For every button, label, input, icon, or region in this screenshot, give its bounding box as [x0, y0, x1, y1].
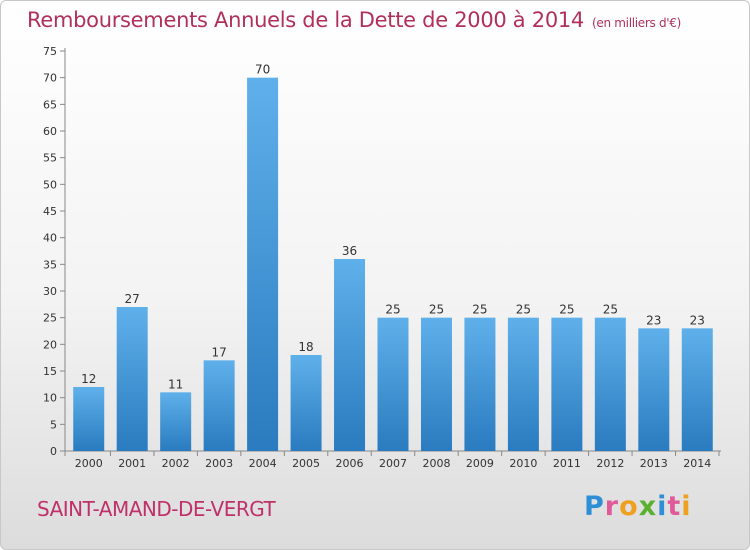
y-tick-label: 65: [43, 98, 57, 111]
y-tick-label: 35: [43, 258, 57, 271]
y-tick-label: 5: [50, 418, 57, 431]
x-tick-label-2008: 2008: [422, 457, 450, 470]
bar-2010: [507, 317, 539, 451]
x-tick-label-2012: 2012: [596, 457, 624, 470]
x-tick-label-2007: 2007: [379, 457, 407, 470]
y-tick-label: 70: [43, 72, 57, 85]
bar-2014: [681, 328, 713, 451]
x-tick-label-2000: 2000: [75, 457, 103, 470]
data-label-2004: 70: [255, 63, 270, 77]
proxiti-logo: Proxiti: [584, 491, 692, 522]
data-label-2011: 25: [559, 303, 574, 317]
commune-name: SAINT-AMAND-DE-VERGT: [37, 497, 276, 521]
x-tick-label-2004: 2004: [249, 457, 277, 470]
bar-2005: [290, 355, 322, 451]
data-label-2006: 36: [342, 244, 357, 258]
bar-2001: [116, 307, 148, 451]
x-tick-label-2002: 2002: [162, 457, 190, 470]
data-label-2010: 25: [516, 303, 531, 317]
y-tick-label: 60: [43, 125, 57, 138]
bar-2004: [247, 77, 279, 452]
y-tick-label: 40: [43, 232, 57, 245]
x-tick-label-2003: 2003: [205, 457, 233, 470]
bar-2003: [203, 360, 235, 451]
x-tick-label-2009: 2009: [466, 457, 494, 470]
y-tick-label: 50: [43, 178, 57, 191]
data-label-2009: 25: [472, 303, 487, 317]
bar-2007: [377, 317, 409, 451]
x-tick-label-2005: 2005: [292, 457, 320, 470]
x-tick-label-2006: 2006: [336, 457, 364, 470]
bar-2000: [73, 387, 105, 451]
bar-2002: [160, 392, 192, 451]
data-label-2003: 17: [211, 345, 226, 359]
data-label-2013: 23: [646, 313, 661, 327]
data-label-2005: 18: [298, 340, 313, 354]
bar-2011: [551, 317, 583, 451]
bar-2012: [594, 317, 626, 451]
labels: 2000 12 2001 27 2002 11 2003 17 2004 70 2005 18 2006…: [75, 63, 712, 470]
data-label-2002: 11: [168, 377, 183, 391]
y-tick-label: 20: [43, 338, 57, 351]
data-label-2000: 12: [81, 372, 96, 386]
bar-2009: [464, 317, 496, 451]
y-tick-label: 10: [43, 392, 57, 405]
x-tick-label-2010: 2010: [509, 457, 537, 470]
bar-2008: [420, 317, 452, 451]
chart-unit: (en milliers d'€): [592, 16, 682, 30]
data-label-2001: 27: [125, 292, 140, 306]
axes: 0 5 10 15 20 25 30 35 40 45 50 55 60 65 70 75: [43, 45, 721, 458]
bars: [73, 77, 713, 452]
data-label-2007: 25: [385, 303, 400, 317]
x-tick-label-2013: 2013: [640, 457, 668, 470]
y-tick-label: 55: [43, 152, 57, 165]
y-tick-label: 25: [43, 312, 57, 325]
y-tick-label: 15: [43, 365, 57, 378]
y-tick-label: 45: [43, 205, 57, 218]
bar-2006: [334, 259, 366, 451]
data-label-2008: 25: [429, 303, 444, 317]
x-tick-label-2001: 2001: [118, 457, 146, 470]
chart-title: Remboursements Annuels de la Dette de 20…: [27, 8, 681, 32]
data-label-2012: 25: [603, 303, 618, 317]
bar-2013: [638, 328, 670, 451]
y-tick-label: 75: [43, 45, 57, 58]
data-label-2014: 23: [690, 313, 705, 327]
x-tick-label-2011: 2011: [553, 457, 581, 470]
x-tick-label-2014: 2014: [683, 457, 711, 470]
y-tick-label: 0: [50, 445, 57, 458]
chart-title-text: Remboursements Annuels de la Dette de 20…: [27, 8, 584, 32]
y-tick-label: 30: [43, 285, 57, 298]
